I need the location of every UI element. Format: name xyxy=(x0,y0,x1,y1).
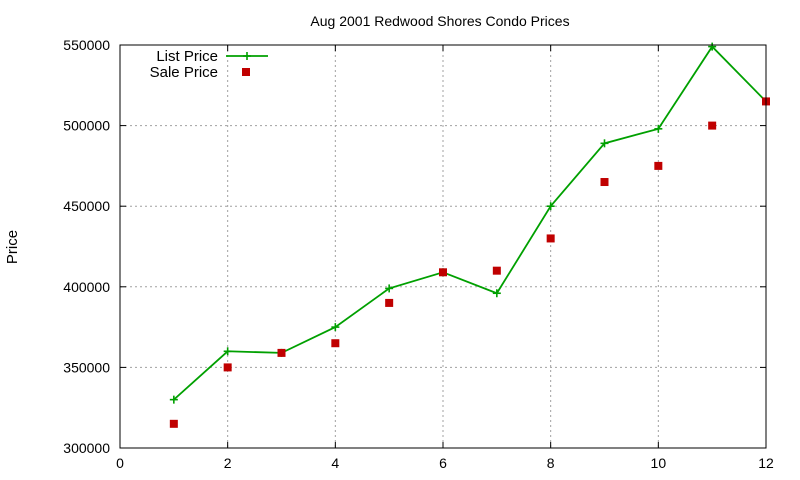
list-price-point xyxy=(546,202,555,211)
grid-lines xyxy=(120,45,766,448)
series-sale-price xyxy=(169,97,770,428)
series-list-price xyxy=(169,42,770,404)
list-price-line xyxy=(173,45,767,401)
list-price-point xyxy=(385,284,394,293)
y-tick-label: 450000 xyxy=(63,198,110,214)
y-tick-label: 500000 xyxy=(63,118,110,134)
sale-price-point xyxy=(439,268,447,277)
list-price-point xyxy=(169,395,178,404)
x-tick-label: 6 xyxy=(439,455,447,471)
sale-price-point xyxy=(385,298,394,307)
list-price-point xyxy=(708,42,717,51)
y-axis-label: Price xyxy=(4,230,21,264)
x-tick-label: 4 xyxy=(331,455,339,471)
x-tick-label: 10 xyxy=(651,455,667,471)
list-price-point xyxy=(223,347,232,356)
list-price-point xyxy=(331,323,340,332)
legend-square-marker xyxy=(242,68,250,76)
chart-title: Aug 2001 Redwood Shores Condo Prices xyxy=(310,13,569,29)
sale-price-point xyxy=(654,161,663,170)
list-price-point xyxy=(492,289,501,298)
y-tick-label: 350000 xyxy=(63,359,110,375)
y-tick-label: 300000 xyxy=(63,440,110,456)
sale-price-point xyxy=(600,178,609,187)
x-tick-label: 8 xyxy=(547,455,555,471)
x-tick-label: 12 xyxy=(758,455,774,471)
sale-price-point xyxy=(546,234,555,243)
plot-series xyxy=(169,42,770,428)
legend-label: Sale Price xyxy=(150,64,218,81)
legend-label: List Price xyxy=(156,48,218,65)
sale-price-point xyxy=(223,363,232,372)
y-tick-label: 550000 xyxy=(63,37,110,53)
sale-price-point xyxy=(331,339,340,348)
axis-ticks: 0 2 4 6 8 10 12 300000 350000 400000 450000 500000 5… xyxy=(63,37,774,471)
x-tick-label: 0 xyxy=(116,455,124,471)
sale-price-point xyxy=(708,121,717,130)
x-tick-label: 2 xyxy=(224,455,232,471)
sale-price-point xyxy=(169,419,178,428)
list-price-point xyxy=(600,139,609,148)
list-price-point xyxy=(654,124,663,133)
sale-price-point xyxy=(492,266,501,275)
legend-plus-marker xyxy=(243,52,251,60)
y-tick-label: 400000 xyxy=(63,279,110,295)
sale-price-point xyxy=(277,348,286,357)
